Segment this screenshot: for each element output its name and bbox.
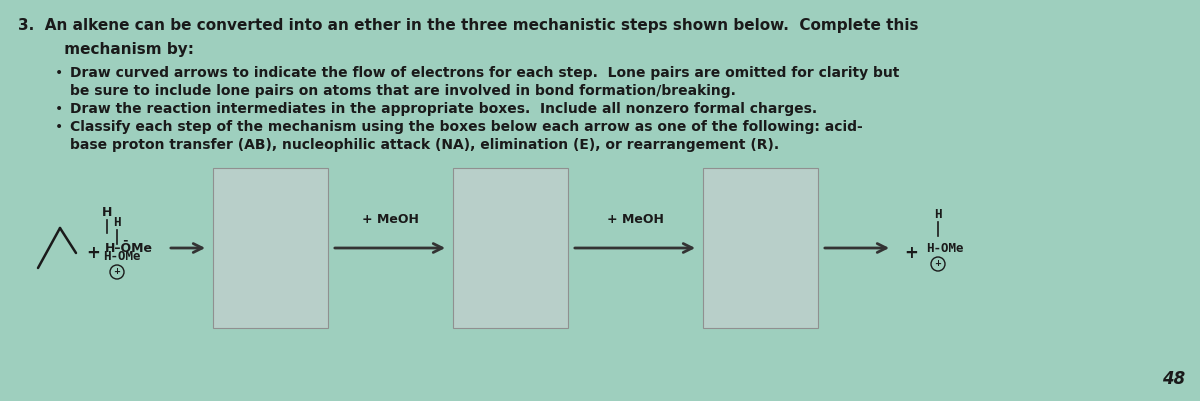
Text: Classify each step of the mechanism using the boxes below each arrow as one of t: Classify each step of the mechanism usin… <box>70 120 863 134</box>
Text: + MeOH: + MeOH <box>606 213 664 226</box>
Text: Draw curved arrows to indicate the flow of electrons for each step.  Lone pairs : Draw curved arrows to indicate the flow … <box>70 66 899 80</box>
Text: H: H <box>113 215 121 229</box>
Text: + MeOH: + MeOH <box>361 213 419 226</box>
Text: •: • <box>55 102 64 116</box>
Text: H: H <box>102 207 112 219</box>
Text: H-OMe: H-OMe <box>103 249 140 263</box>
Text: H: H <box>935 207 942 221</box>
Text: +: + <box>904 244 918 262</box>
Text: H–ŌMe: H–ŌMe <box>106 241 154 255</box>
Text: 3.  An alkene can be converted into an ether in the three mechanistic steps show: 3. An alkene can be converted into an et… <box>18 18 918 33</box>
Text: +: + <box>114 267 120 277</box>
Text: •: • <box>55 66 64 80</box>
Bar <box>454 168 568 328</box>
Text: mechanism by:: mechanism by: <box>38 42 194 57</box>
Text: +: + <box>935 259 942 269</box>
Text: •: • <box>55 120 64 134</box>
Text: base proton transfer (AB), nucleophilic attack (NA), elimination (E), or rearran: base proton transfer (AB), nucleophilic … <box>70 138 779 152</box>
Text: H-OMe: H-OMe <box>926 241 964 255</box>
Bar <box>703 168 818 328</box>
Text: be sure to include lone pairs on atoms that are involved in bond formation/break: be sure to include lone pairs on atoms t… <box>70 84 736 98</box>
Bar <box>214 168 328 328</box>
Text: +: + <box>86 244 100 262</box>
Text: 48: 48 <box>1162 370 1186 388</box>
Text: Draw the reaction intermediates in the appropriate boxes.  Include all nonzero f: Draw the reaction intermediates in the a… <box>70 102 817 116</box>
